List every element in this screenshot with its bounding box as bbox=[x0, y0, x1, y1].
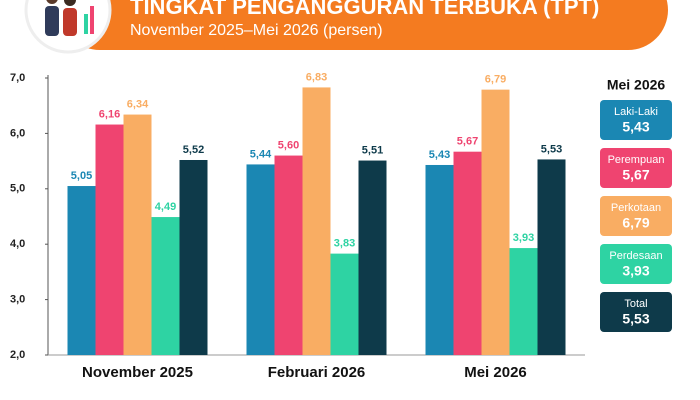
legend-value: 5,53 bbox=[622, 311, 649, 327]
y-tick-label: 4,0 bbox=[10, 238, 25, 250]
legend-label: Total bbox=[624, 298, 647, 310]
legend-label: Perkotaan bbox=[611, 202, 661, 214]
icon-people bbox=[45, 0, 94, 36]
legend-value: 6,79 bbox=[622, 215, 649, 231]
y-tick-label: 3,0 bbox=[10, 294, 25, 306]
bar bbox=[67, 186, 96, 355]
bar bbox=[330, 253, 359, 355]
header-banner bbox=[60, 0, 668, 50]
chart-subtitle: November 2025–Mei 2026 (persen) bbox=[130, 22, 383, 39]
value-label: 5,67 bbox=[457, 136, 478, 148]
value-label: 5,53 bbox=[541, 143, 562, 155]
sidebar-title: Mei 2026 bbox=[607, 77, 666, 93]
chart-title: TINGKAT PENGANGGURAN TERBUKA (TPT) bbox=[130, 0, 599, 19]
y-tick-label: 2,0 bbox=[10, 349, 25, 361]
y-tick-label: 6,0 bbox=[10, 127, 25, 139]
value-label: 6,16 bbox=[99, 108, 120, 120]
legend-box bbox=[600, 196, 672, 236]
bar bbox=[302, 87, 331, 355]
bar bbox=[358, 160, 387, 355]
x-tick-label: November 2025 bbox=[82, 364, 193, 381]
bar bbox=[537, 159, 566, 355]
value-label: 3,83 bbox=[334, 238, 355, 250]
bar bbox=[246, 164, 275, 355]
y-tick-label: 5,0 bbox=[10, 183, 25, 195]
value-label: 5,51 bbox=[362, 144, 383, 156]
value-label: 6,83 bbox=[306, 71, 327, 83]
legend-label: Perempuan bbox=[608, 154, 665, 166]
value-label: 6,34 bbox=[127, 98, 149, 110]
bar bbox=[509, 248, 538, 355]
legend-label: Laki-Laki bbox=[614, 106, 658, 118]
bar bbox=[274, 155, 303, 355]
value-label: 5,44 bbox=[250, 148, 272, 160]
legend-box bbox=[600, 244, 672, 284]
bar bbox=[453, 151, 482, 355]
value-label: 3,93 bbox=[513, 232, 534, 244]
value-label: 5,52 bbox=[183, 144, 204, 156]
value-label: 6,79 bbox=[485, 74, 506, 86]
legend-value: 5,67 bbox=[622, 167, 649, 183]
legend-box bbox=[600, 292, 672, 332]
legend-value: 5,43 bbox=[622, 119, 649, 135]
bar bbox=[179, 159, 208, 355]
x-tick-label: Februari 2026 bbox=[268, 364, 366, 381]
bar bbox=[151, 217, 180, 355]
value-label: 4,49 bbox=[155, 201, 176, 213]
bar bbox=[123, 114, 152, 356]
legend-label: Perdesaan bbox=[609, 250, 662, 262]
value-label: 5,60 bbox=[278, 139, 299, 151]
value-label: 5,05 bbox=[71, 170, 92, 182]
value-label: 5,43 bbox=[429, 149, 450, 161]
legend-box bbox=[600, 148, 672, 188]
legend-value: 3,93 bbox=[622, 263, 649, 279]
legend-box bbox=[600, 100, 672, 140]
bar bbox=[425, 164, 454, 355]
x-tick-label: Mei 2026 bbox=[464, 364, 527, 381]
y-tick-label: 7,0 bbox=[10, 72, 25, 84]
bar bbox=[95, 124, 124, 355]
bar bbox=[481, 89, 510, 355]
